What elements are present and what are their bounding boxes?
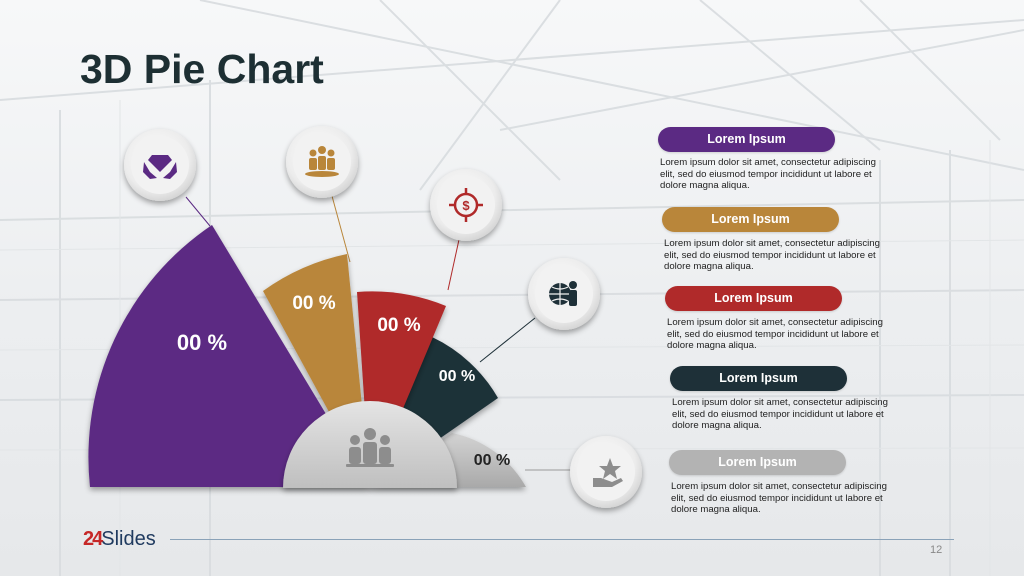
segment-label-5: 00 % <box>474 452 510 469</box>
slide-title: 3D Pie Chart <box>80 46 324 92</box>
segment-label-2: 00 % <box>292 293 335 314</box>
logo-text: Slides <box>101 528 156 550</box>
legend-pill-3: Lorem Ipsum <box>665 286 842 311</box>
people-group-icon <box>346 428 394 467</box>
legend-pill-5: Lorem Ipsum <box>669 450 846 475</box>
logo-number: 24 <box>83 528 103 550</box>
dollar-glyph: $ <box>462 198 470 213</box>
legend-pill-4: Lorem Ipsum <box>670 366 847 391</box>
page-number: 12 <box>930 544 943 556</box>
globe-person-icon <box>549 281 577 306</box>
segment-label-4: 00 % <box>439 368 475 385</box>
pie-segment-1 <box>88 225 370 487</box>
segment-label-3: 00 % <box>377 315 420 336</box>
legend-pill-1: Lorem Ipsum <box>658 127 835 152</box>
legend-text-5: Lorem ipsum dolor sit amet, consectetur … <box>671 481 887 516</box>
legend-text-1: Lorem ipsum dolor sit amet, consectetur … <box>660 157 876 192</box>
legend-pill-2: Lorem Ipsum <box>662 207 839 232</box>
icon-bubble-3 <box>430 169 502 241</box>
connector-line-2 <box>331 195 351 263</box>
legend-text-4: Lorem ipsum dolor sit amet, consectetur … <box>672 397 888 432</box>
connector-line-3 <box>447 234 461 291</box>
segment-label-1: 00 % <box>177 330 227 355</box>
diamond-hands-icon <box>143 155 177 179</box>
team-icon <box>305 146 339 177</box>
legend-text-3: Lorem ipsum dolor sit amet, consectetur … <box>667 317 883 352</box>
target-dollar-icon <box>449 188 483 222</box>
connector-line-1 <box>185 196 211 227</box>
connector-line-4 <box>479 317 536 363</box>
hand-star-icon <box>593 458 623 487</box>
brand-logo: 24Slides <box>83 528 156 551</box>
legend-text-2: Lorem ipsum dolor sit amet, consectetur … <box>664 238 880 273</box>
footer-divider <box>170 539 954 540</box>
